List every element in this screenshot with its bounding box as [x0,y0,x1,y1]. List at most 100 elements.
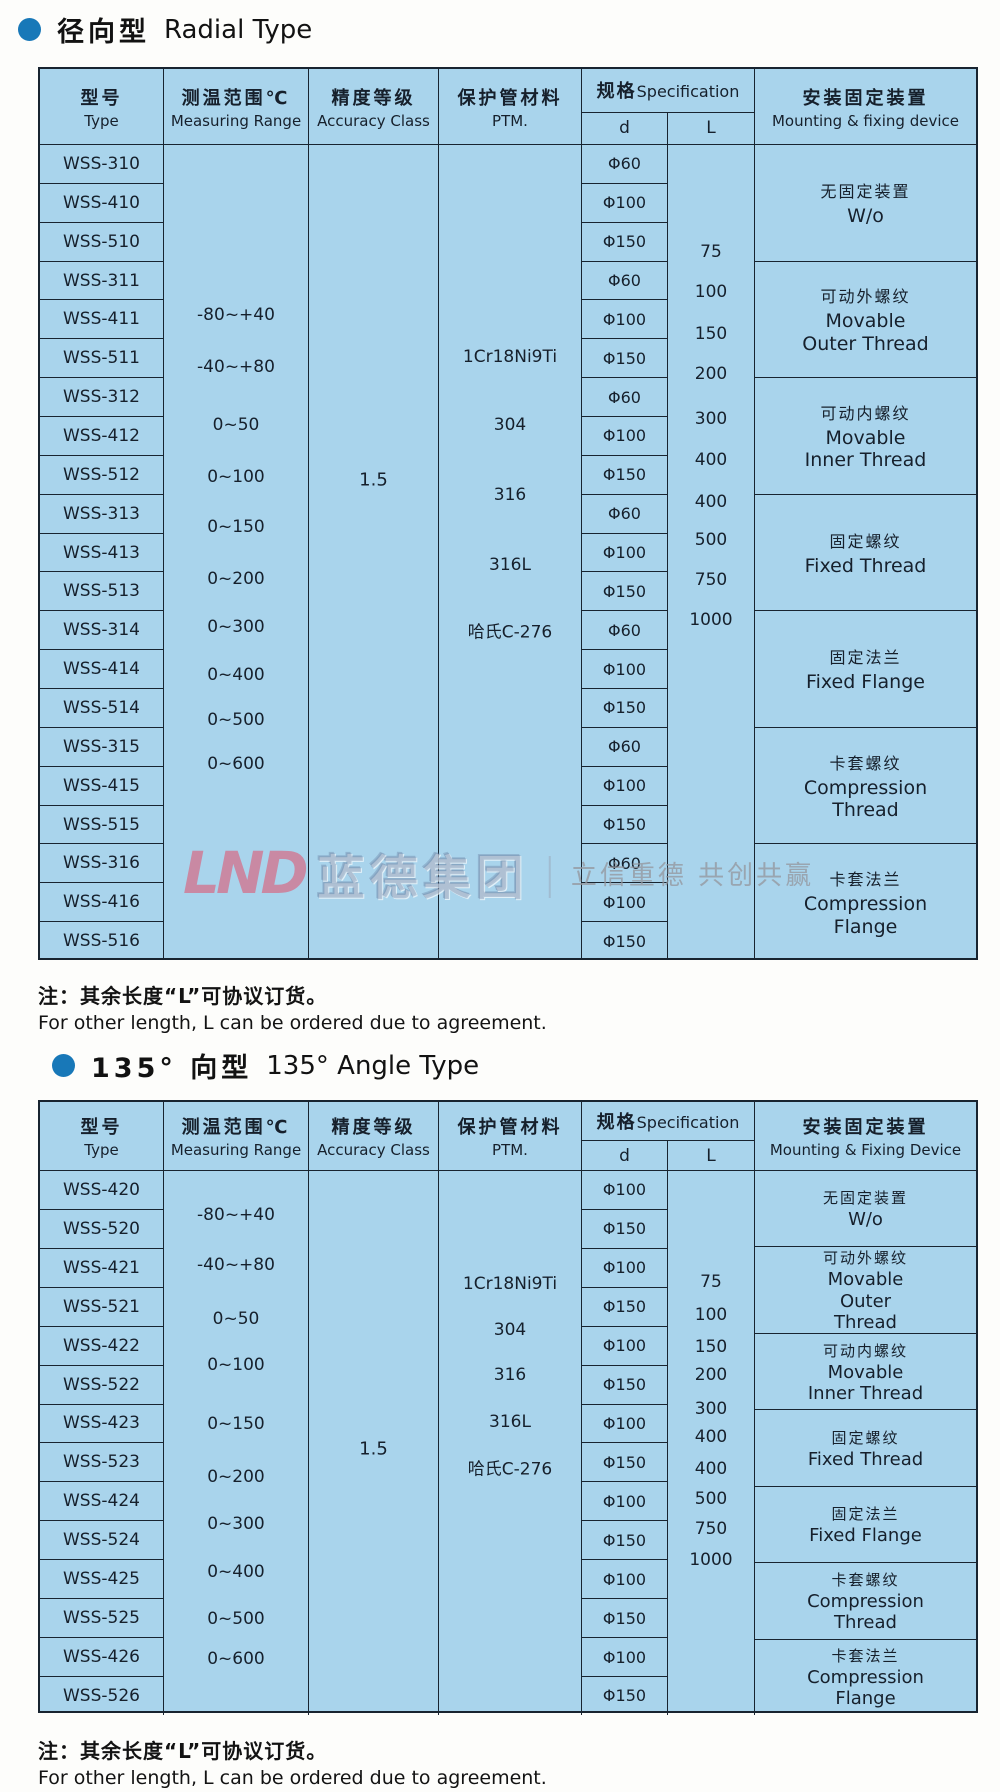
type-column: WSS-420 WSS-520 WSS-421 WSS-521 WSS-422 WSS-5… [40,1171,164,1715]
section-title-en: 135° Angle Type [266,1050,480,1081]
header-mounting: 安装固定装置 Mounting & Fixing Device [755,1102,976,1170]
diameter-cell: Φ150 [602,931,647,951]
mounting-label-en: Fixed Flange [806,671,925,694]
type-cell: WSS-515 [40,806,163,845]
header-range-zh: 测温范围℃ [181,1117,291,1138]
ptm-value: 316L [489,1412,531,1432]
header-spec-l: L [706,1145,716,1166]
header-spec-d: d [582,112,668,144]
ptm-value: 哈氏C-276 [467,1459,553,1480]
header-ptm-en: PTM. [492,1141,528,1159]
range-value: -40~+80 [197,357,275,377]
range-value: 0~200 [207,1467,265,1487]
header-ptm: 保护管材料 PTM. [439,69,582,144]
mounting-label-zh: 卡套螺纹 [831,1570,900,1589]
ptm-value: 316 [493,485,527,505]
mounting-label-en: Movable Inner Thread [804,427,927,472]
mounting-column: 无固定装置 W/o 可动外螺纹 Movable Outer Thread 可动内螺纹 Mo… [755,1171,976,1715]
type-cell: WSS-415 [40,767,163,806]
ptm-value: 1Cr18Ni9Ti [462,347,558,367]
type-cell: WSS-423 [40,1405,163,1444]
type-cell: WSS-314 [40,611,163,651]
header-range-en: Measuring Range [170,1141,302,1159]
diameter-cell: Φ150 [582,572,667,612]
header-mounting-en: Mounting & fixing device [771,111,959,130]
ptm-column: 1Cr18Ni9Ti 304 316 316L 哈氏C-276 [439,145,582,960]
range-value: 0~400 [207,665,265,685]
mounting-label-zh: 可动外螺纹 [820,287,911,307]
mounting-label-zh: 可动内螺纹 [822,1341,908,1360]
range-value: 0~50 [212,415,260,435]
length-value: 1000 [689,610,733,630]
diameter-cell: Φ100 [582,650,667,690]
header-spec-en: Specification [636,81,740,101]
length-value: 400 [694,1427,728,1447]
section-title-angle: 135° 向型 135° Angle Type [52,1046,479,1085]
type-column: WSS-310 WSS-410 WSS-510 WSS-311 WSS-411 WSS-5… [40,145,164,960]
mounting-label-en: Compression Flange [803,893,928,938]
type-cell: WSS-511 [40,339,163,379]
mounting-cell: 卡套法兰 Compression Flange [755,844,976,960]
mounting-label-en: W/o [848,1209,883,1231]
angle-type-table: 型号 Type 测温范围℃ Measuring Range 精度等级 Accur… [38,1100,978,1715]
length-value: 500 [694,530,728,550]
mounting-label-zh: 卡套法兰 [831,1647,900,1666]
diameter-cell: Φ100 [582,1405,667,1444]
diameter-cell: Φ100 [582,767,667,806]
range-value: 0~600 [207,754,265,774]
mounting-label-zh: 固定螺纹 [831,1428,900,1447]
length-value: 750 [694,570,728,590]
mounting-label-en: Fixed Flange [809,1524,922,1546]
range-value: 0~300 [207,1514,265,1534]
range-value: 0~150 [207,1414,265,1434]
diameter-cell: Φ60 [582,145,667,184]
header-mounting-zh: 安装固定装置 [802,1117,929,1138]
type-cell: WSS-512 [40,456,163,495]
diameter-cell: Φ100 [582,1171,667,1210]
diameter-cell: Φ150 [582,1288,667,1327]
length-value: 500 [694,1489,728,1509]
type-cell: WSS-421 [40,1249,163,1288]
diameter-cell: Φ100 [582,184,667,223]
ptm-value: 304 [493,415,527,435]
diameter-cell: Φ60 [582,378,667,418]
type-cell: WSS-522 [40,1366,163,1405]
length-value: 300 [694,409,728,429]
header-accuracy-class: 精度等级 Accuracy Class [309,69,439,144]
header-type: 型号 Type [40,1102,164,1170]
section-title-en: Radial Type [164,14,313,45]
header-spec-l: L [706,118,716,139]
header-spec-label: 规格 Specification [582,1102,754,1140]
length-value: 1000 [689,1550,733,1570]
type-cell: WSS-422 [40,1327,163,1366]
section-title-zh: 径向型 [57,17,150,48]
bullet-icon [52,1054,75,1077]
header-spec-zh: 规格 [596,81,637,103]
mounting-label-zh: 固定法兰 [831,1504,900,1523]
type-cell: WSS-312 [40,378,163,418]
header-range-en: Measuring Range [170,111,302,130]
header-ptm-en: PTM. [492,111,528,130]
mounting-cell: 固定螺纹 Fixed Thread [755,1410,976,1487]
type-cell: WSS-315 [40,728,163,767]
length-value: 750 [694,1519,728,1539]
mounting-cell: 可动外螺纹 Movable Outer Thread [755,262,976,379]
mounting-label-en: Movable Outer Thread [802,310,929,355]
type-cell: WSS-414 [40,650,163,690]
header-specification: 规格 Specification d L [582,1102,755,1170]
diameter-cell: Φ100 [582,1560,667,1600]
type-cell: WSS-316 [40,844,163,884]
length-value: 200 [694,364,728,384]
section-title-radial: 径向型 Radial Type [18,10,312,49]
mounting-label-zh: 可动外螺纹 [822,1249,908,1268]
diameter-cell: Φ100 [582,1638,667,1677]
range-value: 0~100 [207,467,265,487]
length-column: 75 100 150 200 300 400 400 500 750 1000 [668,145,755,960]
header-type-zh: 型号 [80,87,123,109]
mounting-column: 无固定装置 W/o 可动外螺纹 Movable Outer Thread 可动内螺纹 Mo… [755,145,976,960]
range-value: 0~500 [207,1609,265,1629]
range-value: 0~500 [207,710,265,730]
mounting-cell: 可动内螺纹 Movable Inner Thread [755,378,976,495]
diameter-cell: Φ150 [582,1599,667,1639]
mounting-label-en: Movable Outer Thread [827,1269,904,1333]
